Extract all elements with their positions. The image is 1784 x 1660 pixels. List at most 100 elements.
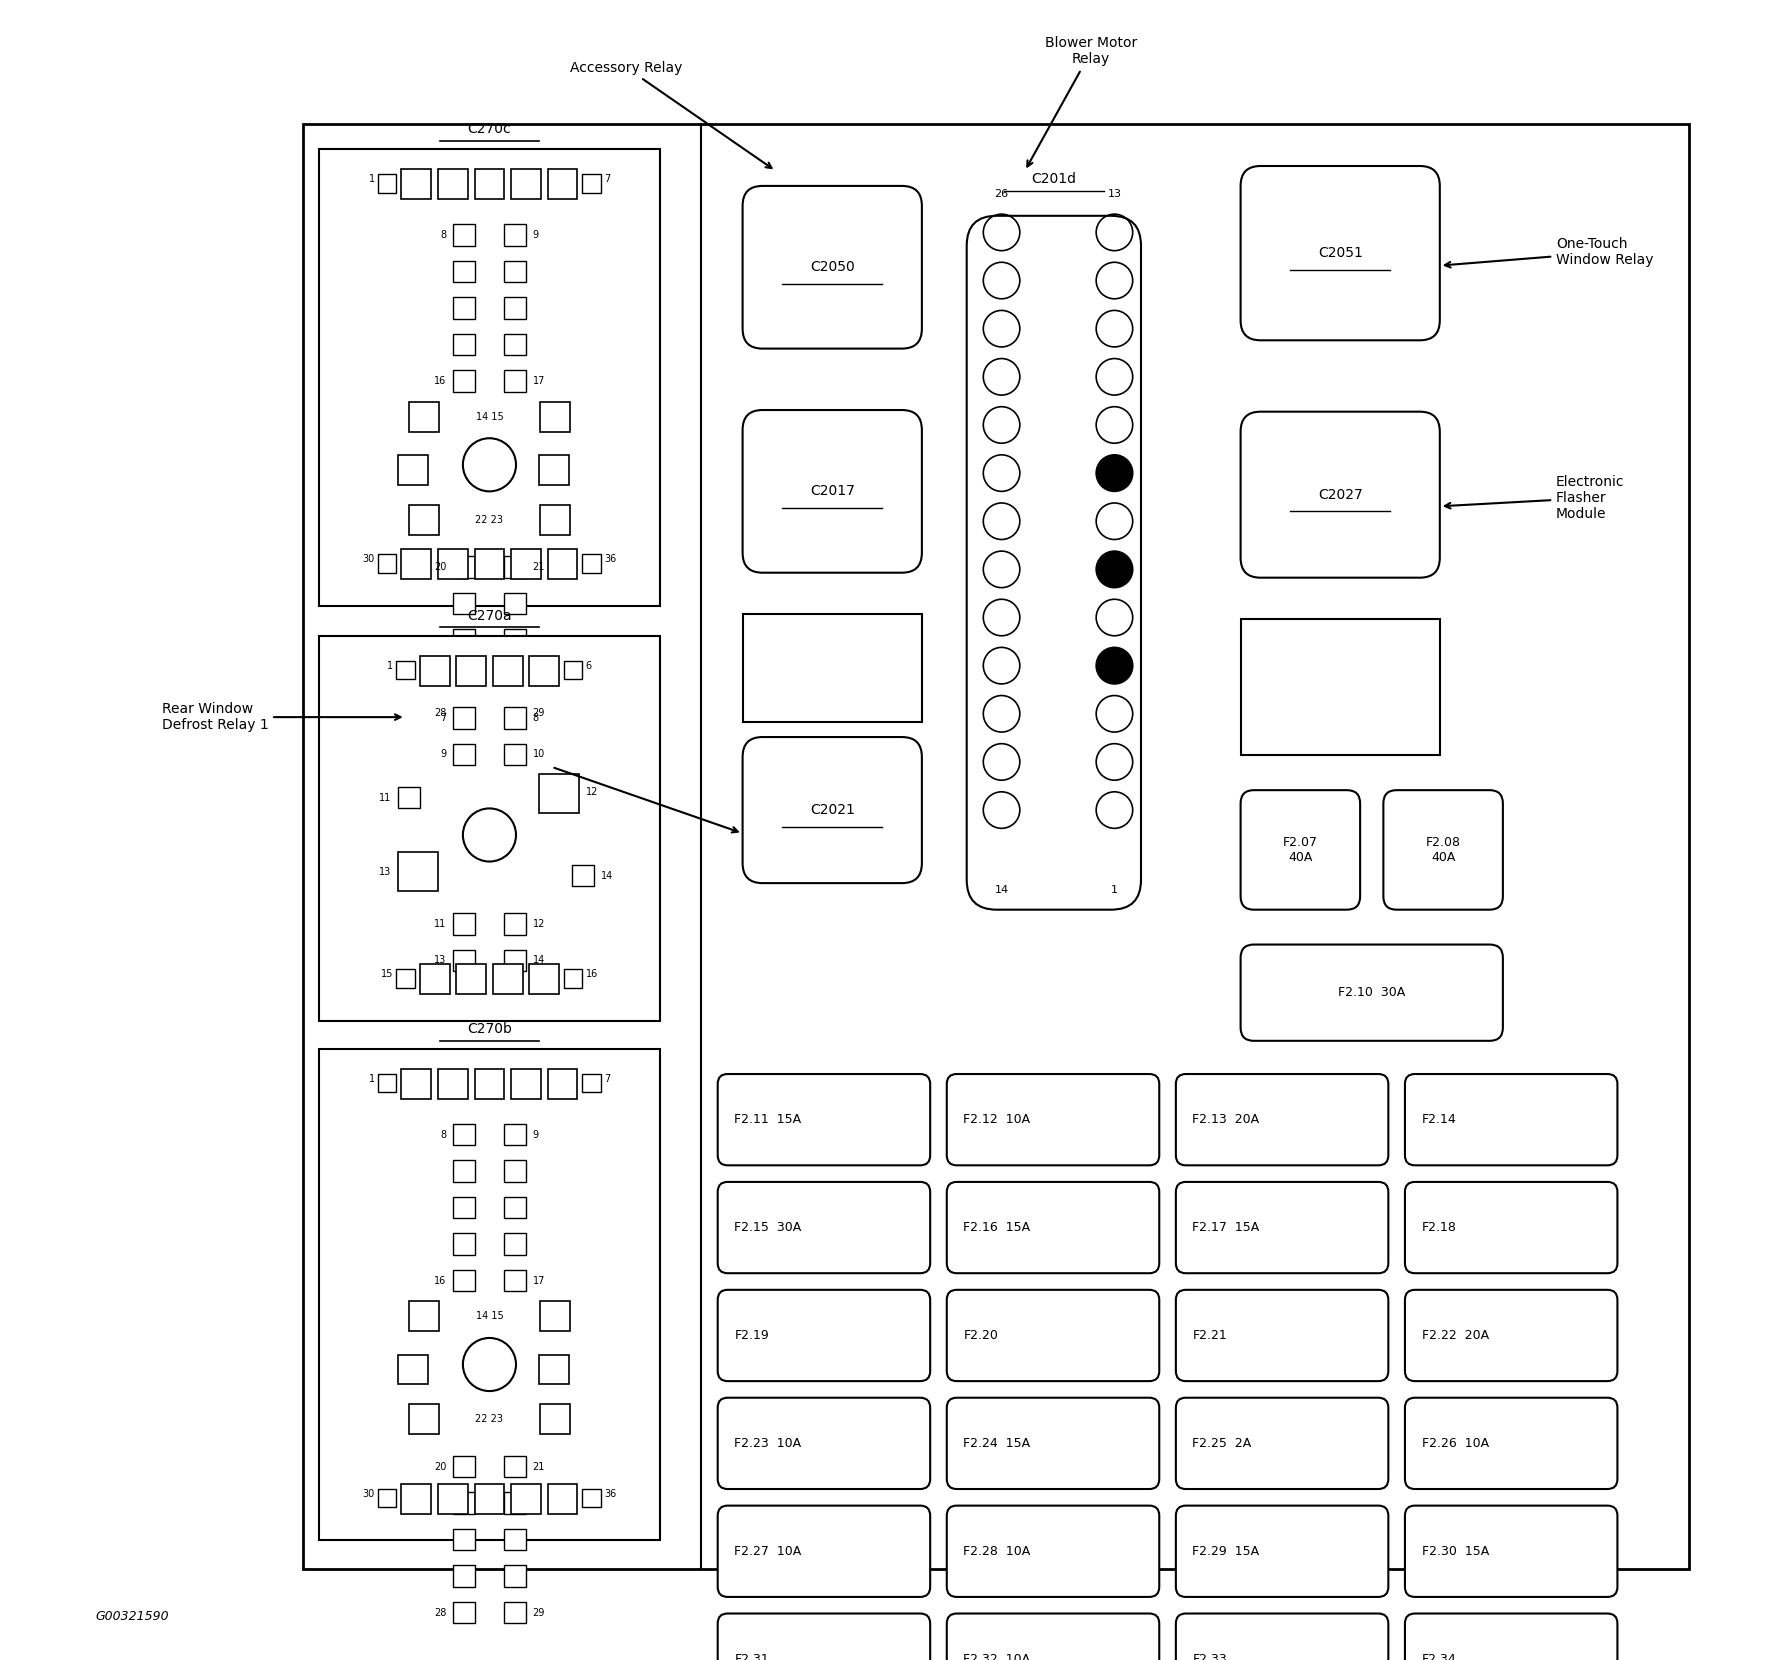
FancyBboxPatch shape: [1383, 790, 1502, 910]
Bar: [505, 297, 526, 319]
Text: F2.25  2A: F2.25 2A: [1192, 1438, 1252, 1449]
Circle shape: [1095, 551, 1133, 588]
Text: 7: 7: [605, 174, 610, 184]
Bar: [319, 1049, 660, 1540]
Bar: [453, 1124, 475, 1145]
FancyBboxPatch shape: [1240, 166, 1440, 340]
Text: F2.23  10A: F2.23 10A: [735, 1438, 801, 1449]
Bar: [419, 964, 450, 994]
Bar: [492, 656, 523, 686]
Bar: [453, 556, 475, 578]
Bar: [453, 297, 475, 319]
Bar: [539, 1355, 569, 1384]
Bar: [319, 636, 660, 1021]
FancyBboxPatch shape: [947, 1614, 1160, 1660]
Bar: [510, 1069, 541, 1099]
Text: 11: 11: [380, 792, 391, 803]
Text: 8: 8: [533, 712, 539, 724]
Text: F2.31: F2.31: [735, 1653, 769, 1660]
Text: G00321590: G00321590: [95, 1610, 169, 1623]
Bar: [378, 1074, 396, 1092]
Bar: [439, 169, 467, 199]
Text: 21: 21: [533, 1461, 544, 1472]
Text: F2.14: F2.14: [1422, 1114, 1456, 1125]
Bar: [548, 549, 578, 579]
Bar: [505, 1160, 526, 1182]
FancyBboxPatch shape: [717, 1290, 929, 1381]
Text: 17: 17: [533, 1275, 544, 1287]
Bar: [505, 702, 526, 724]
Text: F2.21: F2.21: [1192, 1330, 1227, 1341]
Bar: [401, 1069, 432, 1099]
Text: Accessory Relay: Accessory Relay: [571, 61, 772, 168]
Bar: [453, 1197, 475, 1218]
Bar: [505, 1270, 526, 1291]
Bar: [582, 1489, 601, 1507]
Bar: [409, 1404, 439, 1434]
Text: F2.30  15A: F2.30 15A: [1422, 1545, 1490, 1557]
Text: F2.07
40A: F2.07 40A: [1283, 837, 1318, 863]
Text: 7: 7: [441, 712, 446, 724]
FancyBboxPatch shape: [1240, 945, 1502, 1041]
Bar: [453, 370, 475, 392]
Bar: [539, 774, 580, 813]
Bar: [453, 261, 475, 282]
FancyBboxPatch shape: [1176, 1506, 1388, 1597]
Bar: [582, 554, 601, 573]
Text: 8: 8: [441, 1129, 446, 1140]
FancyBboxPatch shape: [1176, 1074, 1388, 1165]
Text: F2.34: F2.34: [1422, 1653, 1456, 1660]
Bar: [541, 402, 569, 432]
Bar: [453, 1492, 475, 1514]
Bar: [319, 149, 660, 606]
Text: 28: 28: [434, 707, 446, 719]
Bar: [564, 661, 583, 679]
Text: 1: 1: [1111, 885, 1119, 895]
Bar: [453, 1160, 475, 1182]
Bar: [505, 224, 526, 246]
Bar: [396, 969, 414, 988]
Bar: [453, 629, 475, 651]
Text: C270b: C270b: [467, 1023, 512, 1036]
Text: 22 23: 22 23: [476, 1414, 503, 1424]
Bar: [439, 1069, 467, 1099]
Text: F2.16  15A: F2.16 15A: [963, 1222, 1031, 1233]
Bar: [419, 656, 450, 686]
Text: F2.22  20A: F2.22 20A: [1422, 1330, 1488, 1341]
Bar: [510, 1484, 541, 1514]
Text: 28: 28: [434, 1607, 446, 1618]
Bar: [453, 1456, 475, 1477]
Bar: [510, 169, 541, 199]
Bar: [742, 614, 922, 722]
Text: F2.33: F2.33: [1192, 1653, 1227, 1660]
Bar: [398, 852, 439, 891]
Bar: [510, 549, 541, 579]
Text: F2.19: F2.19: [735, 1330, 769, 1341]
Text: 1: 1: [369, 1074, 375, 1084]
Bar: [505, 1529, 526, 1550]
Text: 14: 14: [533, 954, 544, 966]
Bar: [530, 964, 558, 994]
Bar: [539, 455, 569, 485]
Bar: [505, 1565, 526, 1587]
Text: F2.13  20A: F2.13 20A: [1192, 1114, 1260, 1125]
Text: F2.29  15A: F2.29 15A: [1192, 1545, 1260, 1557]
Text: 15: 15: [380, 969, 392, 979]
Text: F2.11  15A: F2.11 15A: [735, 1114, 801, 1125]
FancyBboxPatch shape: [1176, 1182, 1388, 1273]
Bar: [530, 656, 558, 686]
Text: 14: 14: [994, 885, 1008, 895]
Bar: [505, 1124, 526, 1145]
Circle shape: [1095, 455, 1133, 491]
Text: 6: 6: [585, 661, 592, 671]
Text: F2.27  10A: F2.27 10A: [735, 1545, 801, 1557]
Bar: [505, 1197, 526, 1218]
Bar: [564, 969, 583, 988]
Text: C2017: C2017: [810, 485, 855, 498]
FancyBboxPatch shape: [742, 737, 922, 883]
Text: Blower Motor
Relay: Blower Motor Relay: [1028, 37, 1138, 166]
Bar: [505, 913, 526, 935]
FancyBboxPatch shape: [717, 1614, 929, 1660]
Text: 29: 29: [533, 707, 544, 719]
Bar: [548, 1484, 578, 1514]
